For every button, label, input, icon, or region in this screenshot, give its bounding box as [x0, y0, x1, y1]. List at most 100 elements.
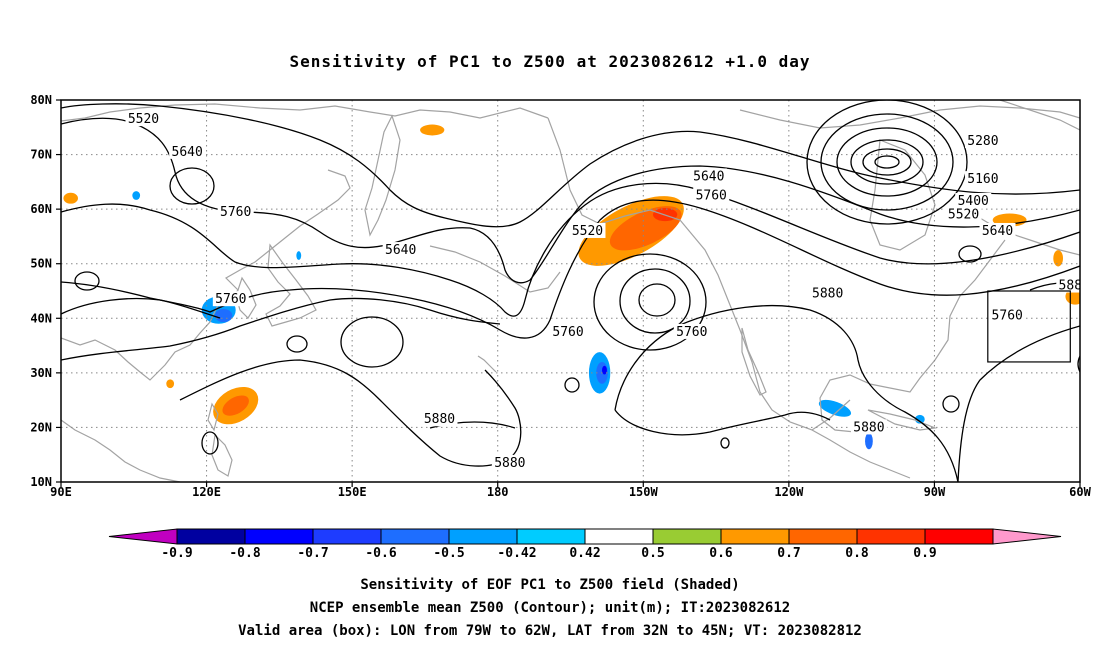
sensitivity-patch — [214, 309, 233, 323]
contour-ring-low-2 — [820, 113, 954, 211]
sensitivity-patch — [1053, 250, 1064, 267]
contour-label: 5760 — [696, 189, 727, 204]
coast-alaska — [547, 117, 851, 431]
contour-label-bg — [979, 222, 1016, 238]
coast-philippines — [211, 433, 233, 477]
footer-text: Sensitivity of EOF PC1 to Z500 field (Sh… — [238, 577, 862, 639]
map-grid — [61, 100, 1080, 482]
x-tick-label: 90E — [50, 485, 72, 499]
coast-southeast-asia — [61, 419, 181, 482]
contour-label-bg — [491, 454, 528, 470]
footer-line-2: NCEP ensemble mean Z500 (Contour); unit(… — [310, 600, 790, 616]
contour-label: 5400 — [958, 194, 989, 209]
coast-baja — [741, 327, 767, 396]
contour-ring-low-1 — [806, 100, 968, 225]
contour-label: 5160 — [967, 172, 998, 187]
contour-label-bg — [690, 168, 727, 184]
colorbar-tick-label: -0.42 — [497, 546, 536, 561]
coast-hudson-bay — [869, 139, 936, 251]
colorbar-under-triangle — [108, 528, 178, 545]
contour-ring-small-3 — [564, 377, 580, 393]
y-tick-label: 80N — [30, 93, 52, 107]
colorbar-tick-label: -0.6 — [365, 546, 396, 561]
y-tick-label: 40N — [30, 311, 52, 325]
coast-japan — [265, 243, 317, 327]
colorbar-box — [856, 528, 926, 545]
coast-greenland — [999, 100, 1080, 131]
contour-5760-hi-left — [61, 297, 221, 319]
footer-line-1: Sensitivity of EOF PC1 to Z500 field (Sh… — [360, 577, 739, 593]
y-tick-label: 50N — [30, 257, 52, 271]
contour-label-bg — [569, 222, 606, 238]
contour-5880-east — [614, 305, 959, 482]
contour-5880-long — [61, 297, 501, 361]
coast-us-east — [869, 239, 1006, 393]
sensitivity-patch — [63, 192, 78, 204]
contour-label: 5880 — [494, 456, 525, 471]
contour-ring-low-5 — [862, 148, 912, 176]
colorbar: -0.9 -0.8 -0.7 -0.6 -0.5 -0.42 0.42 0.5 0.6 0.7 0.… — [108, 528, 1062, 561]
colorbar-tick-label: 0.6 — [709, 546, 733, 561]
contour-ring-small-5 — [720, 437, 730, 449]
colorbar-over-triangle — [992, 528, 1062, 545]
contour-label-bg — [169, 143, 206, 159]
contour-label-bg — [693, 187, 730, 203]
coast-central-america — [811, 429, 911, 479]
contour-label-bg — [125, 111, 162, 127]
contour-label-bg — [989, 307, 1026, 323]
contour-5880-east-lower — [614, 409, 831, 436]
contour-label-bg — [673, 323, 710, 339]
colorbar-box — [788, 528, 858, 545]
colorbar-box — [176, 528, 246, 545]
contour-5520-west — [61, 103, 1080, 228]
sensitivity-patch — [132, 191, 141, 200]
contour-label-bg — [382, 242, 419, 258]
contour-ring-low-6 — [874, 155, 900, 169]
colorbar-box — [516, 528, 586, 545]
contour-ring-small-2 — [286, 335, 308, 353]
contour-ring-small-4 — [201, 431, 219, 455]
contour-ring-high-3 — [638, 283, 676, 317]
coast-asia-north — [61, 103, 549, 122]
contour-ring-siberia — [169, 167, 215, 205]
contour-label: 588 — [1059, 279, 1082, 294]
contour-label: 5760 — [215, 292, 246, 307]
colorbar-tick-label: 0.9 — [913, 546, 936, 561]
contour-label: 5880 — [424, 412, 455, 427]
sensitivity-patch — [602, 365, 607, 375]
contour-ring-low-3 — [836, 127, 938, 197]
colorbar-box — [448, 528, 518, 545]
chart-title: Sensitivity of PC1 to Z500 at 2023082612… — [289, 52, 810, 71]
contour-label: 5880 — [812, 287, 843, 302]
contour-label: 5520 — [948, 208, 979, 223]
coast-hawaii — [477, 355, 497, 373]
x-tick-label: 150E — [338, 485, 367, 499]
contour-5880-right — [957, 325, 1080, 482]
y-tick-label: 60N — [30, 202, 52, 216]
sensitivity-patch — [818, 399, 852, 417]
colorbar-tick-label: 0.5 — [641, 546, 664, 561]
contour-5640-long — [61, 182, 1080, 317]
y-tick-label: 70N — [30, 148, 52, 162]
colorbar-tick-label: 0.7 — [777, 546, 800, 561]
contour-label: 5640 — [172, 145, 203, 160]
colorbar-box — [312, 528, 382, 545]
contour-label-bg — [955, 192, 992, 208]
y-tick-label: 30N — [30, 366, 52, 380]
contour-ring-low-4 — [850, 139, 924, 185]
colorbar-tick-label: 0.42 — [569, 546, 600, 561]
contour-ring-high-1 — [593, 253, 707, 351]
contour-label-bg — [964, 132, 1001, 148]
sensitivity-patch — [222, 395, 249, 416]
coast-canada-arctic — [739, 105, 1080, 129]
contour-ring-small-1 — [74, 271, 100, 291]
closed-contours — [74, 100, 982, 455]
contour-ring-small-6 — [942, 395, 960, 413]
colorbar-tick-label: -0.9 — [161, 546, 192, 561]
x-tick-label: 120E — [192, 485, 221, 499]
contour-label: 5520 — [572, 224, 603, 239]
contour-label: 5760 — [676, 325, 707, 340]
colorbar-box — [584, 528, 654, 545]
y-tick-label: 10N — [30, 475, 52, 489]
